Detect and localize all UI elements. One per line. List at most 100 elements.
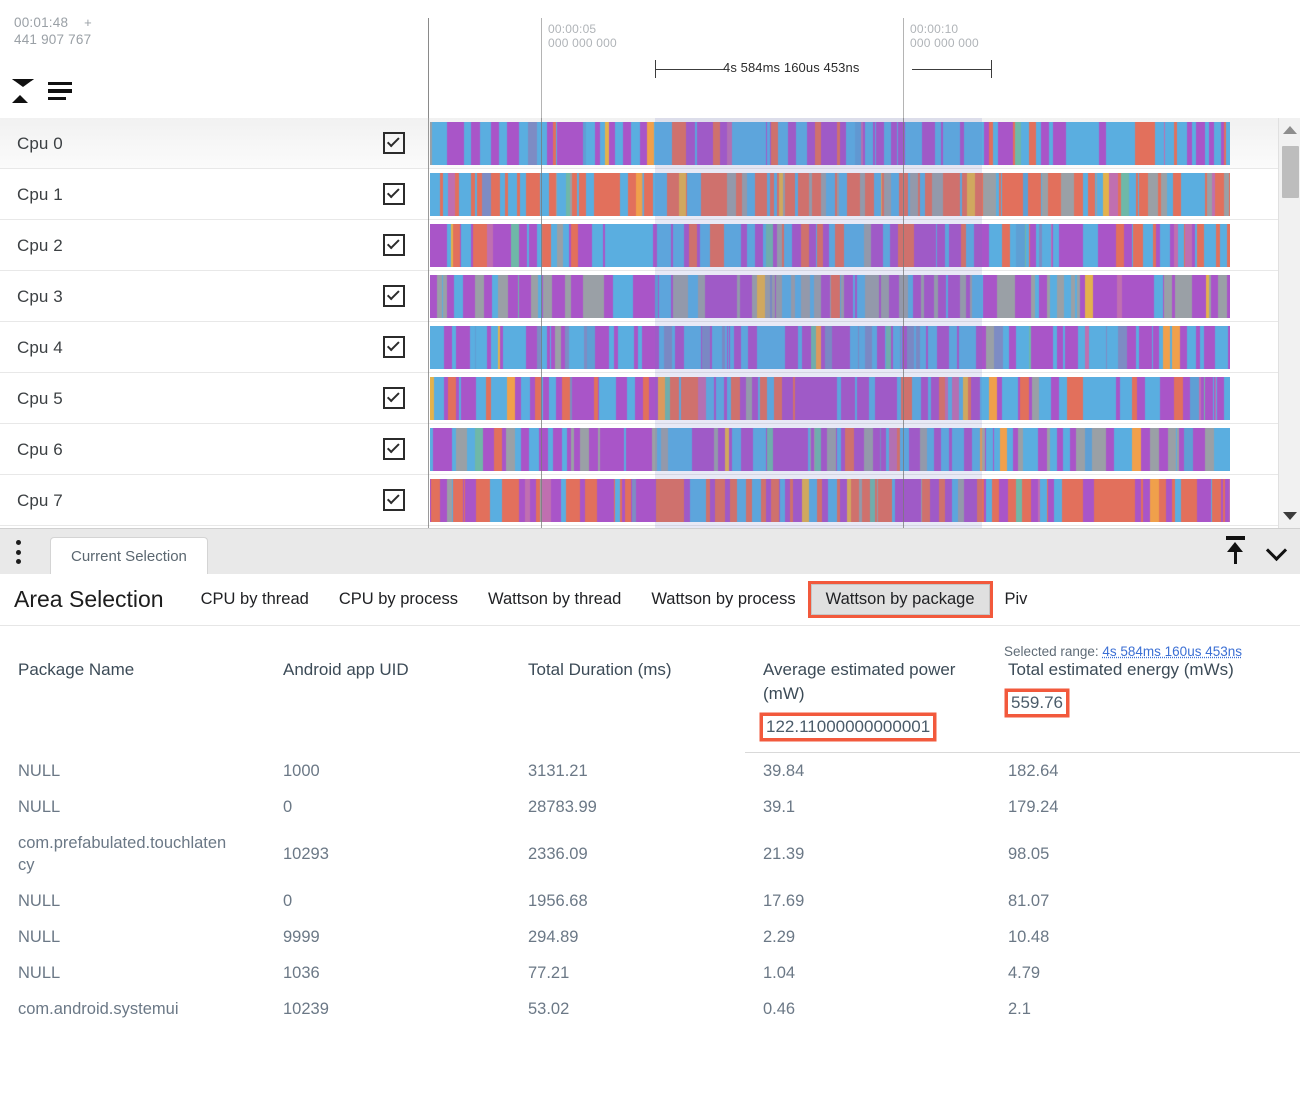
cell-average-power: 0.46	[763, 1000, 796, 1018]
track-shelf[interactable]: Cpu 6	[0, 424, 428, 475]
track-checkbox[interactable]	[383, 234, 405, 256]
cell-package-name: NULL	[0, 883, 265, 919]
track-slices[interactable]	[430, 224, 1230, 267]
mode-tab-cpu-by-thread[interactable]: CPU by thread	[200, 590, 309, 608]
scroll-down-arrow-icon[interactable]	[1279, 506, 1300, 526]
track-shelf[interactable]: Cpu 4	[0, 322, 428, 373]
mode-tab-wattson-by-package[interactable]: Wattson by package	[810, 584, 990, 615]
track-checkbox[interactable]	[383, 489, 405, 511]
header-rule-cell	[265, 738, 510, 753]
package-name-text: NULL	[18, 928, 61, 946]
track-row[interactable]: Cpu 1	[0, 169, 1300, 220]
cell-android-app-uid: 0	[283, 892, 293, 910]
page-title: Area Selection	[14, 586, 164, 612]
column-header-label: Average estimated power (mW)	[763, 660, 956, 703]
track-row[interactable]: Cpu 5	[0, 373, 1300, 424]
selected-range-value[interactable]: 4s 584ms 160us 453ns	[1102, 644, 1242, 659]
cell-average-power: 1.04	[763, 964, 796, 982]
track-slices[interactable]	[430, 326, 1230, 369]
track-shelf[interactable]: Cpu 5	[0, 373, 428, 424]
track-slices[interactable]	[430, 275, 1230, 318]
column-aggregate-value: 122.11000000000001	[763, 716, 933, 738]
selected-range-readout: Selected range: 4s 584ms 160us 453ns	[1004, 644, 1242, 659]
column-header-label: Android app UID	[283, 660, 409, 679]
track-checkbox[interactable]	[383, 285, 405, 307]
cell-android-app-uid: 1000	[283, 761, 320, 780]
table-row[interactable]: com.android.systemui 10239 53.02 0.46 2.1	[0, 991, 1300, 1027]
table-row[interactable]: NULL 1000 3131.21 39.84 182.64	[0, 753, 1300, 790]
track-slices[interactable]	[430, 173, 1230, 216]
package-name-text: NULL	[18, 798, 61, 816]
table-header: Package Name Android app UID Total Duratio…	[0, 658, 1300, 753]
track-row[interactable]: Cpu 2	[0, 220, 1300, 271]
track-row[interactable]: Cpu 6	[0, 424, 1300, 475]
cell-average-power: 21.39	[763, 845, 805, 863]
track-checkbox[interactable]	[383, 336, 405, 358]
range-line-right	[912, 69, 992, 70]
track-row[interactable]: Cpu 3	[0, 271, 1300, 322]
column-header[interactable]: Average estimated power (mW) 122.11000000…	[745, 658, 990, 738]
track-shelf[interactable]: Cpu 2	[0, 220, 428, 271]
column-header[interactable]: Android app UID	[265, 658, 510, 738]
cell-average-power: 17.69	[763, 892, 805, 910]
cell-total-energy: 179.24	[1008, 798, 1059, 816]
cell-package-name: com.prefabulated.touchlatency	[0, 825, 265, 883]
timestamp-readout: 00:01:48 + 441 907 767	[14, 14, 254, 48]
scrollbar-thumb[interactable]	[1282, 146, 1299, 198]
header-rule-cell	[510, 738, 745, 753]
selected-range-label: Selected range:	[1004, 644, 1099, 659]
tab-current-selection[interactable]: Current Selection	[50, 537, 208, 575]
timeline-gridline-1	[541, 18, 542, 118]
track-slices[interactable]	[430, 122, 1230, 165]
track-row[interactable]: Cpu 0	[0, 118, 1300, 169]
track-checkbox[interactable]	[383, 387, 405, 409]
column-header-label: Package Name	[18, 660, 135, 679]
column-header[interactable]: Total estimated energy (mWs) 559.76	[990, 658, 1300, 738]
track-shelf[interactable]: Cpu 7	[0, 475, 428, 526]
timestamp-plus: +	[84, 15, 92, 30]
column-header[interactable]: Package Name	[0, 658, 265, 738]
track-checkbox[interactable]	[383, 132, 405, 154]
collapse-tracks-icon[interactable]	[10, 78, 30, 104]
track-row[interactable]: Cpu 4	[0, 322, 1300, 373]
header-rule-cell	[745, 738, 990, 753]
detail-panel-header: Area Selection CPU by thread CPU by proce…	[0, 574, 1300, 626]
scroll-up-arrow-icon[interactable]	[1279, 120, 1300, 140]
cell-total-duration: 28783.99	[528, 798, 597, 816]
timeline-header-left-pane: 00:01:48 + 441 907 767	[0, 0, 428, 118]
track-shelf[interactable]: Cpu 0	[0, 118, 428, 169]
column-header[interactable]: Total Duration (ms)	[510, 658, 745, 738]
track-checkbox[interactable]	[383, 438, 405, 460]
track-slices[interactable]	[430, 479, 1230, 522]
mode-tab-piv[interactable]: Piv	[1004, 590, 1028, 608]
header-rule-row	[0, 738, 1300, 753]
track-list[interactable]: Cpu 0 Cpu 1 Cpu 2 Cpu 3 Cpu 4 Cpu 5 Cpu 6 Cpu 7	[0, 118, 1300, 528]
track-shelf[interactable]: Cpu 1	[0, 169, 428, 220]
cell-total-duration: 2336.09	[528, 845, 588, 863]
tracks-vertical-scrollbar[interactable]	[1278, 118, 1300, 528]
cell-total-energy: 2.1	[1008, 1000, 1031, 1018]
table-row[interactable]: NULL 0 28783.99 39.1 179.24	[0, 789, 1300, 825]
track-checkbox[interactable]	[383, 183, 405, 205]
track-row[interactable]: Cpu 7	[0, 475, 1300, 526]
track-slices[interactable]	[430, 377, 1230, 420]
cell-total-energy: 4.79	[1008, 964, 1041, 982]
cell-package-name: NULL	[0, 919, 265, 955]
track-slices[interactable]	[430, 428, 1230, 471]
hamburger-menu-icon[interactable]	[48, 82, 72, 100]
package-name-text: NULL	[18, 761, 61, 780]
kebab-menu-icon[interactable]	[14, 540, 22, 564]
pane-divider-line	[428, 18, 429, 118]
range-measure-bar: 4s 584ms 160us 453ns	[655, 58, 992, 80]
table-row[interactable]: NULL 9999 294.89 2.29 10.48	[0, 919, 1300, 955]
table-row[interactable]: NULL 0 1956.68 17.69 81.07	[0, 883, 1300, 919]
mode-tab-cpu-by-process[interactable]: CPU by process	[338, 590, 459, 608]
mode-tab-wattson-by-process[interactable]: Wattson by process	[651, 590, 796, 608]
jump-to-top-icon[interactable]	[1222, 535, 1248, 565]
mode-tab-wattson-by-thread[interactable]: Wattson by thread	[488, 590, 622, 608]
timestamp-line-1: 00:01:48 +	[14, 14, 254, 31]
table-row[interactable]: com.prefabulated.touchlatency 10293 2336.0…	[0, 825, 1300, 883]
chevron-down-icon[interactable]	[1264, 537, 1290, 563]
table-row[interactable]: NULL 1036 77.21 1.04 4.79	[0, 955, 1300, 991]
track-shelf[interactable]: Cpu 3	[0, 271, 428, 322]
